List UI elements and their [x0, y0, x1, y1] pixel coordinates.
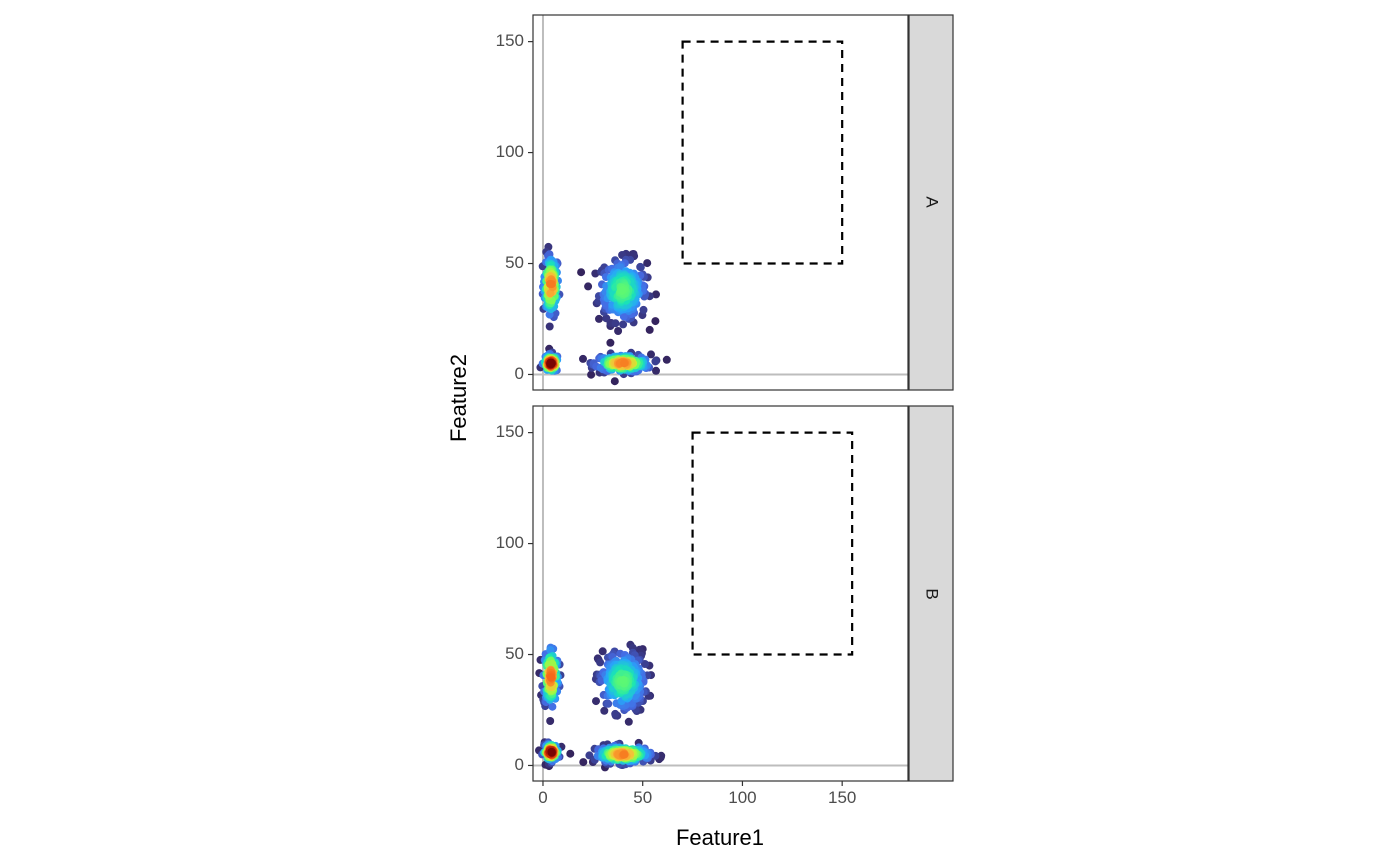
data-point: [584, 282, 593, 291]
data-point: [579, 354, 587, 363]
y-tick-label: 150: [496, 31, 524, 50]
data-point: [639, 305, 648, 314]
facet-panel-b: B: [532, 405, 954, 782]
data-point: [614, 327, 623, 335]
panel-b-background: [533, 406, 908, 781]
data-point: [606, 338, 615, 347]
x-tick-label: 150: [828, 788, 856, 807]
data-point: [652, 366, 660, 375]
x-tick-label: 100: [728, 788, 756, 807]
data-point: [600, 706, 609, 715]
data-point: [662, 355, 671, 364]
data-point: [619, 320, 628, 329]
data-point: [643, 259, 652, 268]
strip-b: [908, 405, 954, 782]
data-point: [604, 699, 613, 708]
x-axis-title: Feature1: [676, 825, 764, 850]
data-point: [647, 350, 655, 359]
data-point: [579, 758, 588, 767]
y-tick-label: 50: [505, 644, 524, 663]
x-tick-label: 0: [538, 788, 547, 807]
x-tick-label: 50: [633, 788, 652, 807]
data-point: [619, 676, 628, 684]
data-point: [585, 751, 594, 760]
data-point: [611, 319, 620, 328]
data-point: [619, 750, 628, 759]
data-point: [596, 363, 605, 372]
panel-b-border: [532, 405, 909, 782]
data-point: [598, 647, 607, 656]
data-point: [547, 748, 556, 756]
data-point: [652, 290, 660, 299]
data-point: [596, 658, 605, 667]
y-tick-label: 100: [496, 533, 524, 552]
data-point: [657, 751, 666, 760]
data-point: [636, 262, 645, 271]
y-tick-label: 0: [515, 364, 524, 383]
data-point: [546, 646, 555, 654]
strip-label-a: A: [923, 196, 942, 208]
data-point: [547, 673, 555, 682]
data-point: [548, 702, 557, 711]
data-point: [546, 279, 554, 288]
data-point: [595, 314, 603, 323]
gate-rectangle: [681, 40, 844, 265]
data-point: [592, 697, 600, 706]
y-tick-label: 100: [496, 142, 524, 161]
data-point: [620, 359, 629, 368]
data-point: [611, 709, 620, 718]
y-axis-title: Feature2: [446, 354, 471, 442]
data-point: [619, 312, 628, 321]
data-point: [624, 717, 633, 726]
data-point: [577, 268, 586, 277]
data-point: [651, 317, 660, 326]
facet-panel-a: A: [532, 14, 954, 391]
data-point: [587, 370, 596, 379]
y-tick-label: 150: [496, 422, 524, 441]
data-point: [651, 357, 660, 366]
y-tick-label: 0: [515, 755, 524, 774]
data-point: [618, 285, 627, 294]
gate-rectangle: [691, 431, 854, 656]
data-point: [610, 377, 619, 386]
strip-label-b: B: [923, 588, 942, 599]
data-point: [545, 322, 554, 331]
data-point: [602, 314, 611, 323]
panel-a-border: [532, 14, 909, 391]
panel-a-background: [533, 15, 908, 390]
y-tick-label: 50: [505, 253, 524, 272]
strip-a: [908, 14, 954, 391]
data-point: [645, 325, 654, 334]
data-point: [546, 717, 555, 725]
data-point: [546, 358, 555, 367]
data-point: [566, 749, 575, 758]
